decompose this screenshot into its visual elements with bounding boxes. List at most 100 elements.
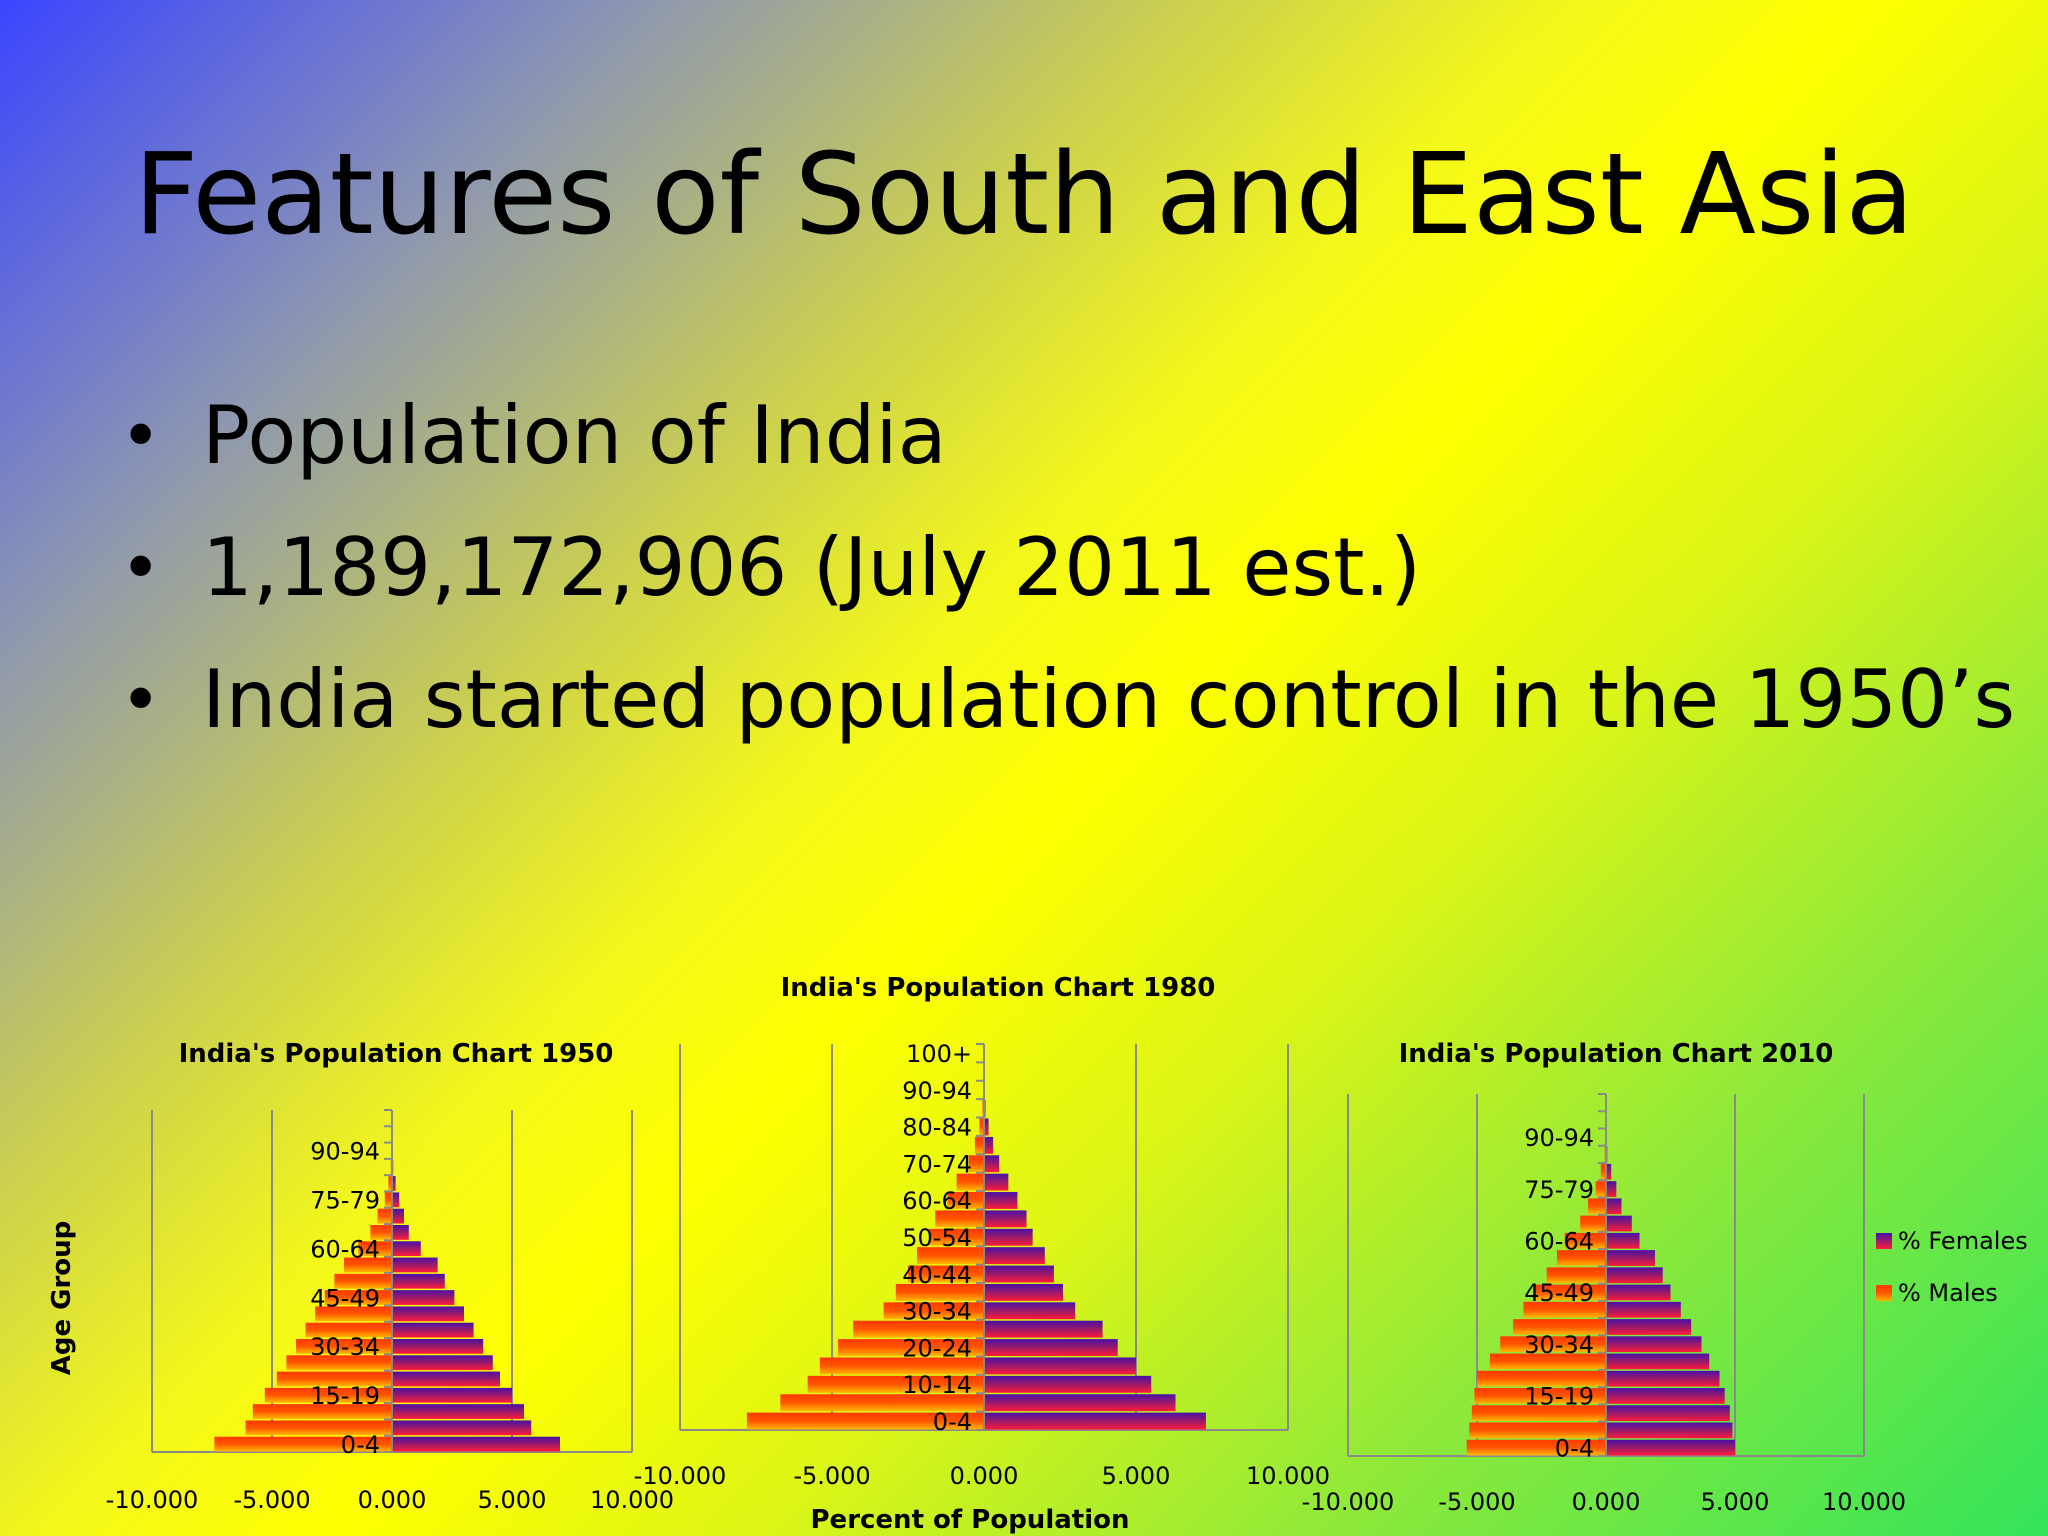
- male-bar: [315, 1306, 392, 1322]
- y-tick-label: 40-44: [902, 1261, 972, 1289]
- y-tick-label: 70-74: [902, 1150, 972, 1178]
- y-tick-label: 0-4: [1555, 1434, 1594, 1462]
- y-tick-label: 75-79: [1524, 1176, 1594, 1204]
- female-bar: [984, 1265, 1054, 1283]
- female-bar: [984, 1192, 1018, 1209]
- female-bar: [984, 1412, 1206, 1430]
- x-tick-label: -10.000: [634, 1462, 727, 1490]
- pyramid-chart-2: 0-4 10-14 20-24 30-34 40-44 50-54 60-64 70-74 80…: [634, 973, 1330, 1535]
- male-bar: [780, 1394, 984, 1412]
- y-tick-label: 20-24: [902, 1334, 972, 1362]
- y-axis-title: Age Group: [47, 1221, 77, 1376]
- male-bar: [1469, 1422, 1606, 1439]
- female-bar: [1606, 1388, 1725, 1404]
- female-bar: [1606, 1319, 1692, 1335]
- y-tick-label: 0-4: [933, 1408, 972, 1436]
- y-tick-label: 100+: [906, 1040, 972, 1068]
- female-bar: [984, 1302, 1076, 1320]
- y-tick-label: 60-64: [1524, 1228, 1594, 1256]
- female-bar: [392, 1208, 404, 1224]
- female-bar: [984, 1228, 1033, 1246]
- female-bar: [392, 1257, 438, 1273]
- bullet-text: India started population control in the …: [202, 653, 2016, 746]
- y-tick-label: 15-19: [1524, 1383, 1594, 1411]
- male-bar: [214, 1436, 392, 1452]
- male-bar: [853, 1320, 984, 1338]
- female-bar: [984, 1394, 1176, 1412]
- female-bar: [1606, 1232, 1640, 1249]
- x-tick-label: 10.000: [1822, 1488, 1906, 1516]
- male-bar: [917, 1247, 984, 1265]
- male-bar: [264, 1387, 392, 1403]
- male-bar: [935, 1210, 984, 1228]
- x-tick-label: 0.000: [950, 1462, 1019, 1490]
- male-bar: [1477, 1370, 1606, 1387]
- female-bar: [392, 1420, 532, 1436]
- female-bar: [392, 1339, 484, 1354]
- y-tick-label: 10-14: [902, 1371, 972, 1399]
- male-bar: [296, 1339, 392, 1354]
- y-tick-label: 30-34: [310, 1333, 380, 1361]
- female-bar: [1606, 1250, 1656, 1266]
- male-bar: [388, 1176, 392, 1191]
- female-bar: [984, 1357, 1136, 1375]
- y-tick-label: 0-4: [341, 1431, 380, 1459]
- male-bar: [305, 1322, 392, 1338]
- y-tick-label: 45-49: [310, 1284, 380, 1312]
- male-bar: [1600, 1163, 1606, 1180]
- legend-label: % Males: [1898, 1279, 1998, 1307]
- male-bar: [384, 1192, 392, 1208]
- chart-title: India's Population Chart 1950: [179, 1039, 614, 1069]
- male-bar: [1533, 1284, 1606, 1301]
- male-bar: [1474, 1388, 1606, 1404]
- male-bar: [979, 1118, 984, 1136]
- female-bar: [392, 1273, 445, 1289]
- male-bar: [746, 1412, 984, 1430]
- y-tick-label: 75-79: [310, 1187, 380, 1215]
- female-bar: [1606, 1370, 1720, 1387]
- male-bar: [344, 1257, 392, 1273]
- male-bar: [838, 1339, 984, 1356]
- female-bar: [1606, 1181, 1617, 1197]
- male-bar: [819, 1357, 984, 1375]
- bullet-dot: •: [120, 659, 162, 741]
- female-bar: [392, 1176, 396, 1191]
- female-bar: [984, 1173, 1009, 1191]
- female-bar: [1606, 1353, 1710, 1370]
- y-tick-label: 50-54: [902, 1224, 972, 1252]
- male-bar: [1556, 1250, 1606, 1266]
- x-tick-label: 0.000: [1572, 1488, 1641, 1516]
- x-tick-label: -5.000: [793, 1462, 870, 1490]
- y-tick-label: 80-84: [902, 1114, 972, 1142]
- male-bar: [1471, 1405, 1606, 1422]
- female-bar: [392, 1290, 455, 1305]
- pyramid-chart-1: 0-4 15-19 30-34 45-49 60-64 75-79 90-94 -10.000…: [47, 1039, 674, 1514]
- male-bar: [807, 1375, 984, 1393]
- y-tick-label: 30-34: [902, 1298, 972, 1326]
- male-bar: [252, 1404, 392, 1419]
- female-bar: [1606, 1422, 1733, 1439]
- y-tick-label: 90-94: [902, 1077, 972, 1105]
- female-bar: [984, 1136, 994, 1154]
- female-bar: [392, 1436, 560, 1452]
- pyramid-chart-3: 0-4 15-19 30-34 45-49 60-64 75-79 90-94 -10.000…: [1302, 1039, 2028, 1516]
- male-bar: [245, 1420, 392, 1436]
- male-bar: [334, 1273, 392, 1289]
- female-bar: [1606, 1284, 1671, 1301]
- y-tick-label: 60-64: [902, 1187, 972, 1215]
- legend-swatch: [1876, 1233, 1892, 1249]
- male-bar: [883, 1302, 984, 1320]
- x-tick-label: -5.000: [1438, 1488, 1515, 1516]
- female-bar: [1606, 1439, 1735, 1456]
- female-bar: [984, 1155, 1000, 1173]
- male-bar: [1564, 1232, 1606, 1249]
- male-bar: [968, 1155, 984, 1173]
- female-bar: [984, 1320, 1103, 1338]
- female-bar: [984, 1339, 1118, 1356]
- male-bar: [1500, 1336, 1606, 1353]
- male-bar: [1466, 1439, 1606, 1456]
- male-bar: [286, 1355, 392, 1371]
- legend: % Females % Males: [1876, 1227, 2028, 1307]
- female-bar: [1606, 1198, 1622, 1215]
- male-bar: [1489, 1353, 1606, 1370]
